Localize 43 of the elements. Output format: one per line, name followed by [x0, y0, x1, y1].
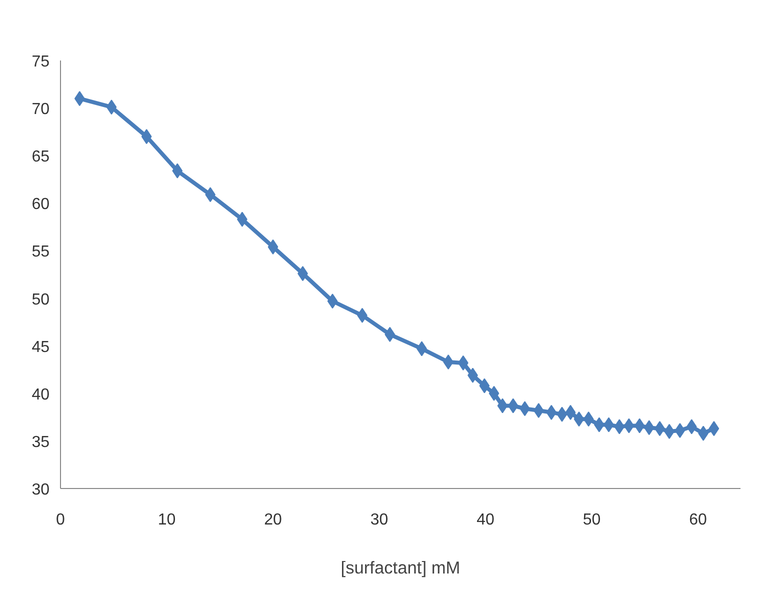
- x-tick-label: 60: [689, 512, 707, 528]
- point: [268, 239, 278, 254]
- point: [327, 294, 338, 309]
- point: [546, 404, 557, 420]
- point: [644, 420, 654, 436]
- y-tick-label: 40: [32, 386, 50, 404]
- point: [497, 398, 508, 414]
- point: [74, 91, 85, 106]
- point: [574, 412, 584, 427]
- y-tick-label: 65: [32, 148, 50, 166]
- y-tick-label: 30: [32, 482, 50, 498]
- point: [624, 418, 634, 434]
- point: [556, 406, 568, 422]
- point: [634, 418, 645, 434]
- point: [614, 419, 625, 434]
- point: [172, 163, 183, 178]
- point: [674, 422, 686, 438]
- y-tick-label: 75: [32, 54, 50, 70]
- y-tick-label: 55: [32, 244, 50, 261]
- point: [443, 354, 454, 370]
- x-axis-title: [surfactant] mM: [340, 558, 460, 578]
- x-tick-label: 50: [582, 512, 601, 528]
- x-tick-label: 0: [56, 512, 66, 528]
- x-tick-label: 10: [158, 512, 176, 528]
- x-tick-label: 40: [476, 512, 494, 528]
- point: [141, 129, 152, 144]
- point: [488, 386, 500, 401]
- x-tick-label: 30: [370, 512, 388, 528]
- y-tick-label: 45: [32, 338, 50, 356]
- point: [583, 412, 594, 427]
- point: [384, 326, 396, 342]
- y-tick-label: 50: [32, 291, 50, 308]
- point: [533, 403, 544, 418]
- point: [565, 404, 576, 420]
- point: [479, 378, 490, 394]
- y-tick-label: 70: [32, 101, 50, 118]
- point: [106, 100, 117, 115]
- point: [686, 419, 697, 434]
- point: [508, 398, 518, 414]
- point: [708, 421, 720, 436]
- x-tick-label: 20: [264, 512, 282, 528]
- y-tick-label: 35: [32, 434, 50, 451]
- y-tick-label: 60: [32, 196, 50, 214]
